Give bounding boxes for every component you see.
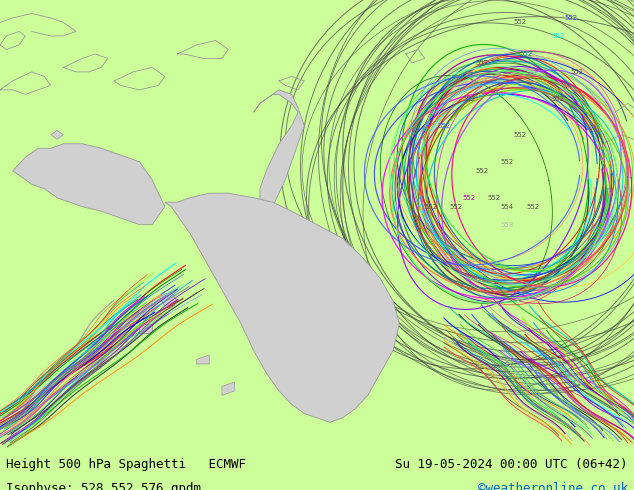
Polygon shape <box>165 193 399 422</box>
Text: 552: 552 <box>450 204 463 210</box>
Polygon shape <box>51 130 63 139</box>
Text: 552: 552 <box>564 15 577 21</box>
Polygon shape <box>197 355 209 364</box>
Polygon shape <box>139 323 152 333</box>
Text: 552: 552 <box>476 60 488 66</box>
Text: 552: 552 <box>488 195 501 201</box>
Polygon shape <box>13 144 165 224</box>
Text: 552: 552 <box>514 20 526 25</box>
Text: 552: 552 <box>514 132 526 138</box>
Text: 552: 552 <box>463 195 476 201</box>
Text: ©weatheronline.co.uk: ©weatheronline.co.uk <box>477 482 628 490</box>
Text: 552: 552 <box>552 33 564 39</box>
Text: 558: 558 <box>501 221 514 228</box>
Polygon shape <box>158 292 178 306</box>
Text: 552: 552 <box>552 96 564 102</box>
Text: 552: 552 <box>437 123 450 129</box>
Text: 554: 554 <box>501 204 514 210</box>
Text: 552: 552 <box>476 168 488 174</box>
Text: 552: 552 <box>520 51 533 57</box>
Text: 552: 552 <box>526 204 539 210</box>
Text: 552: 552 <box>463 96 476 102</box>
Polygon shape <box>254 90 304 216</box>
Text: 552: 552 <box>425 204 437 210</box>
Text: Su 19-05-2024 00:00 UTC (06+42): Su 19-05-2024 00:00 UTC (06+42) <box>395 458 628 471</box>
Text: 552: 552 <box>501 159 514 165</box>
Text: 552: 552 <box>571 69 583 75</box>
Polygon shape <box>222 382 235 395</box>
Text: Height 500 hPa Spaghetti   ECMWF: Height 500 hPa Spaghetti ECMWF <box>6 458 247 471</box>
Text: Isophyse: 528 552 576 gpdm: Isophyse: 528 552 576 gpdm <box>6 482 202 490</box>
